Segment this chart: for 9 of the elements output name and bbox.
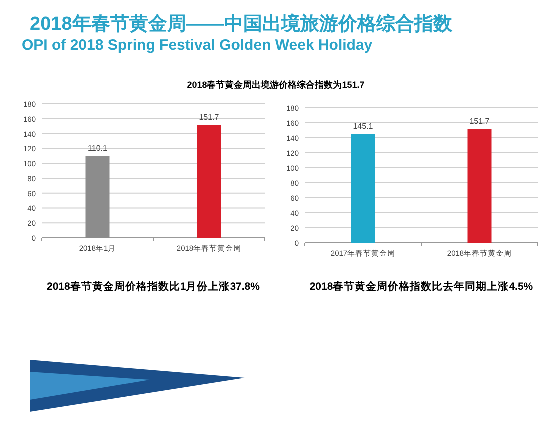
text: 2018春节黄金周价格指数比去年同期上涨4.5%: [310, 280, 534, 293]
chart-subtitle: OPI of 2018 Spring Festival Golden Week Holiday: [22, 37, 374, 54]
data-label: 151.7: [199, 113, 220, 122]
chart-title: 2018年春节黄金周——中国出境旅游价格综合指数: [30, 13, 454, 35]
data-label: 151.7: [470, 117, 490, 126]
text: 2018春节黄金周出境游价格综合指数为151.7: [187, 80, 365, 90]
data-label: 110.1: [88, 144, 108, 154]
text: 2018春节黄金周价格指数比1月份上涨37.8%: [47, 280, 261, 293]
data-label: 145.1: [353, 122, 374, 132]
